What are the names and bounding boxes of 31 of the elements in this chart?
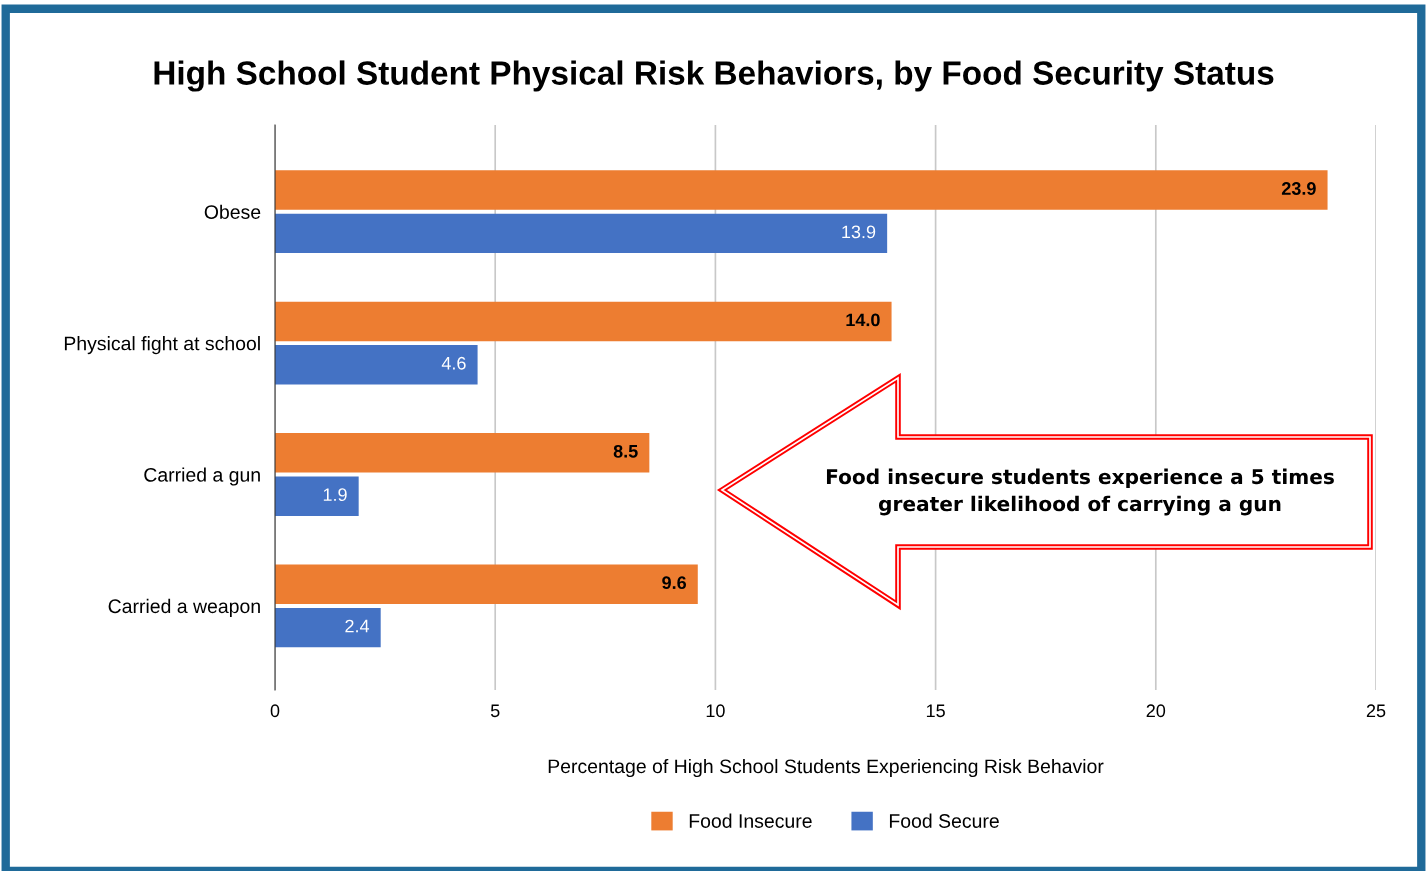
x-tick-label: 10 — [706, 704, 725, 718]
bar — [275, 170, 1328, 210]
x-tick-label: 5 — [490, 704, 500, 718]
data-label: 13.9 — [842, 225, 876, 239]
data-label: 9.6 — [662, 576, 687, 590]
data-label: 2.4 — [345, 619, 370, 633]
x-tick-label: 20 — [1146, 704, 1166, 718]
y-tick-label: Obese — [204, 204, 261, 219]
bar — [275, 433, 650, 473]
bar — [275, 345, 478, 385]
x-tick-label: 0 — [270, 704, 280, 718]
legend-label: Food Secure — [889, 813, 999, 828]
x-tick-label: 25 — [1366, 704, 1386, 718]
x-tick-label: 15 — [926, 704, 945, 718]
bar — [275, 213, 888, 254]
chart-title: High School Student Physical Risk Behaviors, by Food Security Status — [154, 60, 1274, 92]
bar — [275, 564, 698, 604]
y-tick-label: Carried a weapon — [108, 598, 260, 617]
y-tick-label: Carried a gun — [144, 467, 260, 486]
annotation: Food insecure students experience a 5 times greater likelihood of carrying a gun — [826, 468, 1334, 516]
y-tick-label: Physical fight at school — [64, 336, 260, 355]
data-label: 14.0 — [846, 313, 880, 327]
bar — [275, 301, 892, 342]
legend-label: Food Insecure — [689, 813, 812, 828]
data-label: 4.6 — [441, 356, 466, 370]
data-label: 8.5 — [613, 444, 638, 458]
data-label: 23.9 — [1281, 182, 1316, 195]
data-label: 1.9 — [323, 488, 347, 502]
bar — [275, 607, 381, 648]
x-axis-title: Percentage of High School Students Experiencing Risk Behavior — [548, 758, 1104, 778]
bar — [275, 476, 359, 516]
